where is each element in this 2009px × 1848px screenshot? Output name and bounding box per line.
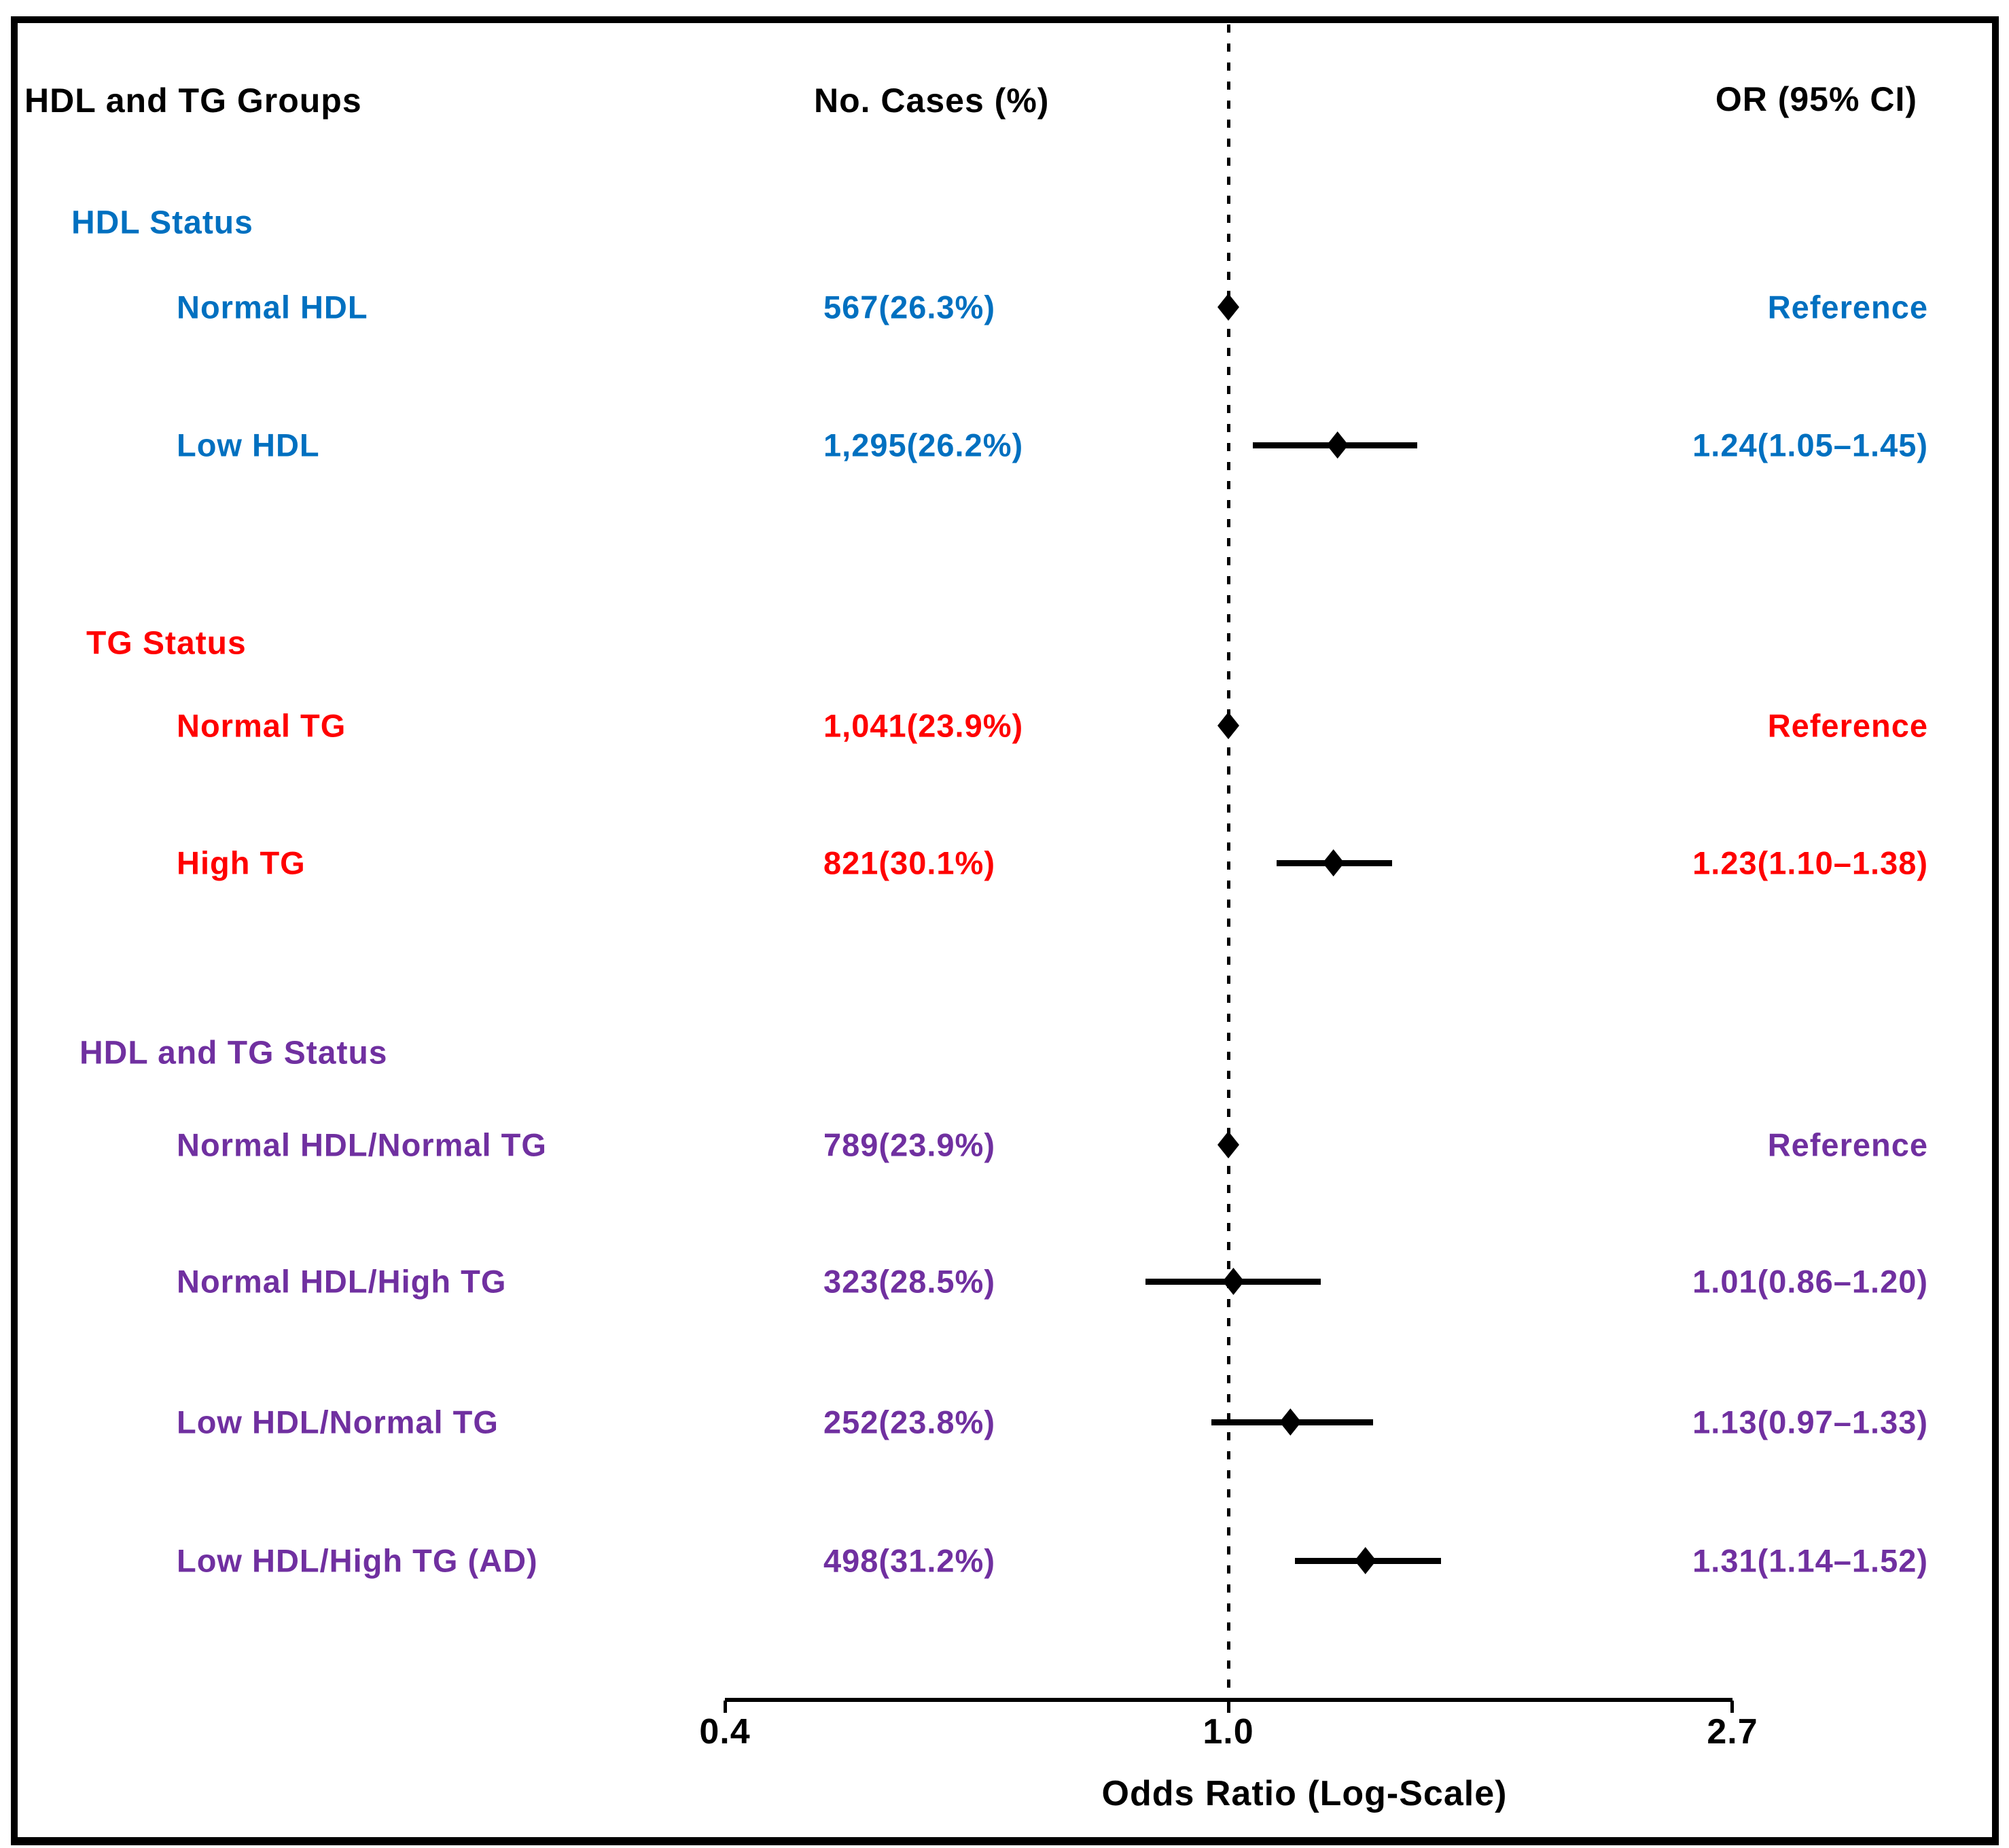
row-label: Normal HDL [177, 289, 368, 325]
x-tick-label-1-0: 1.0 [1203, 1712, 1254, 1752]
group-header-1: TG Status [86, 625, 247, 662]
column-header-groups: HDL and TG Groups [24, 82, 362, 120]
row-cases-value: 252(23.8%) [823, 1404, 995, 1440]
reference-diamond [1217, 294, 1239, 321]
x-axis-tick-center [1227, 1701, 1230, 1713]
x-axis-tick-right [1730, 1701, 1734, 1713]
or-point-diamond [1354, 1547, 1376, 1574]
x-axis-tick-left [724, 1701, 727, 1713]
row-cases-value: 323(28.5%) [823, 1263, 995, 1300]
x-axis-line [725, 1698, 1732, 1702]
row-or-value: Reference [1767, 289, 1928, 325]
row-or-value: 1.24(1.05–1.45) [1692, 427, 1928, 463]
or-point-diamond [1326, 431, 1349, 459]
row-or-value: 1.01(0.86–1.20) [1692, 1263, 1928, 1300]
or-point-diamond [1322, 849, 1345, 876]
row-or-value: 1.23(1.10–1.38) [1692, 845, 1928, 881]
row-cases-value: 498(31.2%) [823, 1542, 995, 1579]
reference-diamond [1217, 1131, 1239, 1158]
row-label: Low HDL [177, 427, 320, 463]
column-header-cases: No. Cases (%) [814, 82, 1050, 120]
or-point-diamond [1222, 1268, 1245, 1295]
row-label: High TG [177, 845, 306, 881]
row-cases-value: 1,041(23.9%) [823, 707, 1024, 744]
or-point-diamond [1279, 1408, 1302, 1436]
column-header-or: OR (95% CI) [1715, 80, 1917, 118]
group-header-2: HDL and TG Status [79, 1035, 388, 1071]
row-or-value: Reference [1767, 1126, 1928, 1163]
row-cases-value: 1,295(26.2%) [823, 427, 1024, 463]
row-or-value: 1.31(1.14–1.52) [1692, 1542, 1928, 1579]
row-label: Normal HDL/Normal TG [177, 1126, 547, 1163]
reference-diamond [1217, 712, 1239, 739]
row-label: Normal TG [177, 707, 346, 744]
reference-dashed-line [1227, 24, 1230, 1709]
x-tick-label-2-7: 2.7 [1707, 1712, 1758, 1752]
row-or-value: 1.13(0.97–1.33) [1692, 1404, 1928, 1440]
x-axis-title: Odds Ratio (Log-Scale) [1101, 1774, 1508, 1813]
row-label: Normal HDL/High TG [177, 1263, 507, 1300]
group-header-0: HDL Status [71, 205, 253, 241]
row-cases-value: 821(30.1%) [823, 845, 995, 881]
x-tick-label-0-4: 0.4 [699, 1712, 751, 1752]
row-label: Low HDL/High TG (AD) [177, 1542, 538, 1579]
row-label: Low HDL/Normal TG [177, 1404, 499, 1440]
row-cases-value: 789(23.9%) [823, 1126, 995, 1163]
row-cases-value: 567(26.3%) [823, 289, 995, 325]
row-or-value: Reference [1767, 707, 1928, 744]
